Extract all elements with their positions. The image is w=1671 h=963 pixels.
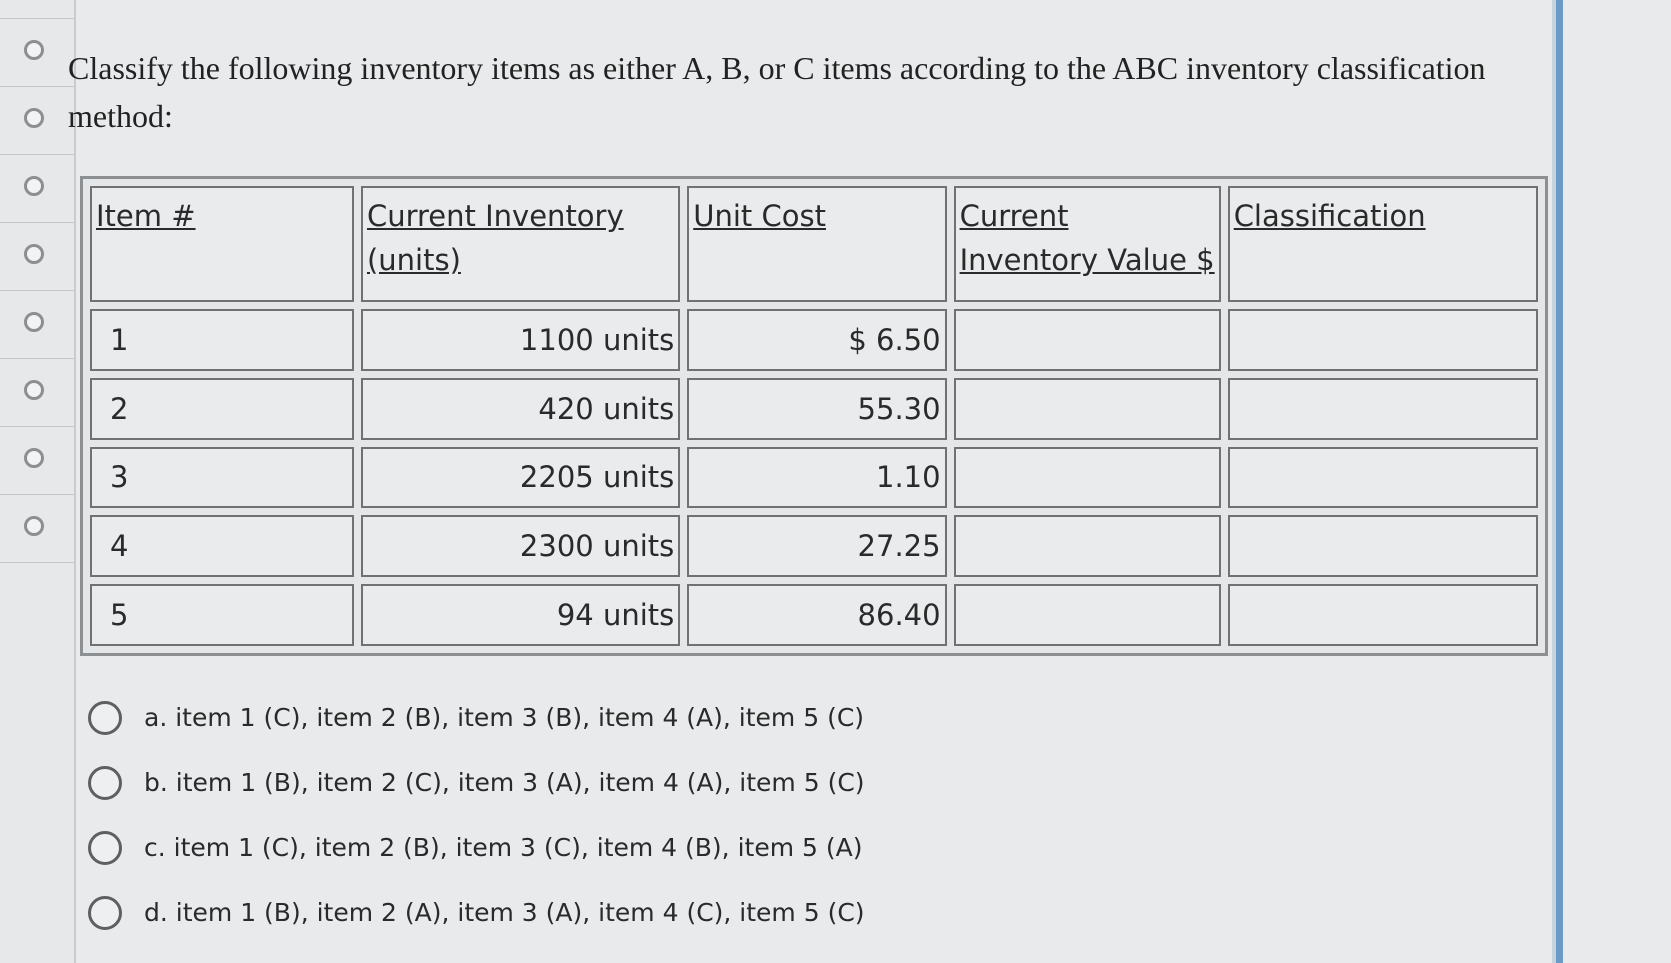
empty-cell <box>1227 446 1538 509</box>
table-row: 4 2300 units 27.25 <box>90 515 1538 578</box>
empty-cell <box>953 515 1221 578</box>
empty-cell <box>953 446 1221 509</box>
answer-option[interactable]: d. item 1 (B), item 2 (A), item 3 (A), i… <box>88 880 865 945</box>
scroll-bar[interactable] <box>1556 0 1563 963</box>
question-text: Classify the following inventory items a… <box>68 50 1486 134</box>
answer-option[interactable]: c. item 1 (C), item 2 (B), item 3 (C), i… <box>88 815 865 880</box>
empty-cell <box>953 377 1221 440</box>
table-cell: 94 units <box>360 584 681 646</box>
nav-item[interactable] <box>0 494 74 563</box>
question-nav <box>0 0 76 963</box>
column-header: Item # <box>90 186 354 302</box>
nav-item[interactable] <box>0 0 74 19</box>
option-label[interactable]: d. item 1 (B), item 2 (A), item 3 (A), i… <box>144 898 865 927</box>
nav-dot <box>24 516 44 536</box>
table-cell: 1.10 <box>687 446 947 509</box>
answer-options: a. item 1 (C), item 2 (B), item 3 (B), i… <box>88 685 865 945</box>
empty-cell <box>953 584 1221 646</box>
column-header: Current Inventory (units) <box>360 186 681 302</box>
empty-cell <box>953 309 1221 371</box>
empty-cell <box>1227 584 1538 646</box>
table-row: 3 2205 units 1.10 <box>90 446 1538 509</box>
table-cell: 1 <box>90 309 354 371</box>
table-row: 2 420 units 55.30 <box>90 377 1538 440</box>
radio-button[interactable] <box>88 895 122 930</box>
answer-option[interactable]: b. item 1 (B), item 2 (C), item 3 (A), i… <box>88 750 865 815</box>
table-row: 1 1100 units $ 6.50 <box>90 309 1538 371</box>
empty-cell <box>1227 377 1538 440</box>
column-header: Current Inventory Value $ <box>953 186 1221 302</box>
nav-item[interactable] <box>0 358 74 427</box>
radio-button[interactable] <box>88 765 122 800</box>
nav-dot <box>24 40 44 60</box>
nav-dot <box>24 312 44 332</box>
empty-cell <box>1227 309 1538 371</box>
nav-dot <box>24 380 44 400</box>
option-label[interactable]: b. item 1 (B), item 2 (C), item 3 (A), i… <box>144 768 865 797</box>
table-cell: 27.25 <box>687 515 947 578</box>
nav-item[interactable] <box>0 290 74 359</box>
table-cell: 55.30 <box>687 377 947 440</box>
table-body: 1 1100 units $ 6.50 2 420 units 55.30 3 2205 un… <box>90 309 1538 646</box>
table-cell: $ 6.50 <box>687 309 947 371</box>
table-cell: 86.40 <box>687 584 947 646</box>
option-label[interactable]: a. item 1 (C), item 2 (B), item 3 (B), i… <box>144 703 865 732</box>
nav-item[interactable] <box>0 426 74 495</box>
table-cell: 5 <box>90 584 354 646</box>
nav-item[interactable] <box>0 154 74 223</box>
radio-button[interactable] <box>88 830 122 865</box>
table-cell: 1100 units <box>360 309 681 371</box>
radio-button[interactable] <box>88 700 122 735</box>
nav-dot <box>24 448 44 468</box>
table-cell: 2205 units <box>360 446 681 509</box>
header-row: Item # Current Inventory (units) Unit Cost… <box>90 186 1538 302</box>
nav-item[interactable] <box>0 86 74 155</box>
table-row: 5 94 units 86.40 <box>90 584 1538 646</box>
empty-cell <box>1227 515 1538 578</box>
option-label[interactable]: c. item 1 (C), item 2 (B), item 3 (C), i… <box>144 833 863 862</box>
column-header: Unit Cost <box>687 186 947 302</box>
nav-dot <box>24 108 44 128</box>
nav-item[interactable] <box>0 222 74 291</box>
inventory-table: Item # Current Inventory (units) Unit Cost… <box>80 176 1548 656</box>
table-cell: 2300 units <box>360 515 681 578</box>
table-cell: 4 <box>90 515 354 578</box>
nav-dot <box>24 176 44 196</box>
table-cell: 420 units <box>360 377 681 440</box>
nav-dot <box>24 244 44 264</box>
nav-item[interactable] <box>0 18 74 87</box>
table-cell: 2 <box>90 377 354 440</box>
answer-option[interactable]: a. item 1 (C), item 2 (B), item 3 (B), i… <box>88 685 865 750</box>
table-cell: 3 <box>90 446 354 509</box>
column-header: Classification <box>1227 186 1538 302</box>
